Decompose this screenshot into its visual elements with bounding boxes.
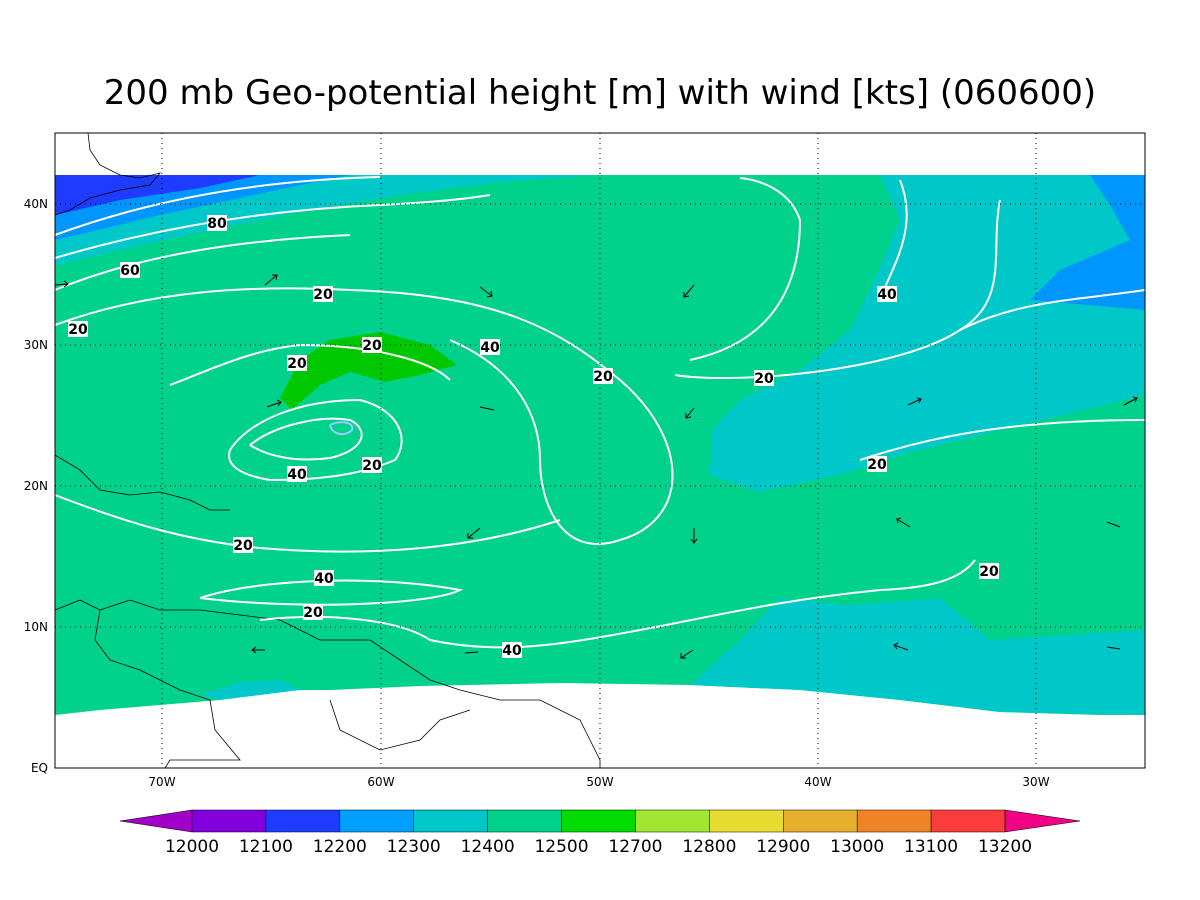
- lon-label: 50W: [586, 775, 613, 789]
- colorbar-box: [635, 809, 710, 833]
- contour-label-box: [68, 321, 88, 337]
- contour-label: 20: [303, 605, 323, 621]
- lat-labels: EQ 10N 20N 30N 40N: [24, 197, 48, 775]
- colorbar-box: [339, 809, 414, 833]
- contour-label: 20: [867, 457, 887, 473]
- colorbar-label: 12500: [534, 837, 588, 857]
- lon-label: 60W: [367, 775, 394, 789]
- colorbar-label: 12100: [239, 837, 293, 857]
- colorbar-label: 12200: [313, 837, 367, 857]
- contour-label-box: [979, 563, 999, 579]
- map-frame: [54, 132, 1146, 769]
- contour-label: 40: [877, 287, 897, 303]
- contour-label: 20: [362, 338, 382, 354]
- contour-label-box: [502, 642, 522, 658]
- contours: [54, 176, 1146, 649]
- colorbar-box: [413, 809, 488, 833]
- contour-label-box: [877, 286, 897, 302]
- title: 200 mb Geo-potential height [m] with win…: [104, 73, 1096, 113]
- lat-label: EQ: [31, 761, 48, 775]
- contour-label-box: [362, 457, 382, 473]
- contour-label-box: [593, 368, 613, 384]
- colorbar-label: 12000: [165, 837, 219, 857]
- colorbar: 12000 12100 12200 12300 12400 12500 12700 12800…: [119, 809, 1081, 857]
- contour-label-box: [303, 604, 323, 620]
- contour-label: 20: [313, 287, 333, 303]
- contour-label: 20: [979, 564, 999, 580]
- contour-label: 20: [287, 356, 307, 372]
- colorbar-box: [265, 809, 341, 833]
- colorbar-label: 12900: [756, 837, 810, 857]
- contour-label: 40: [502, 643, 522, 659]
- contour-label: 40: [480, 340, 500, 356]
- contour-label: 60: [120, 263, 140, 279]
- colorbar-label: 13200: [978, 837, 1032, 857]
- contour-label-box: [362, 337, 382, 353]
- colorbar-box: [930, 809, 1006, 833]
- contour-label: 20: [233, 538, 253, 554]
- contour-label-box: [313, 286, 333, 302]
- lat-label: 30N: [24, 338, 48, 352]
- lon-labels: 70W 60W 50W 40W 30W: [148, 775, 1049, 789]
- contour-label-box: [754, 370, 774, 386]
- contour-label: 20: [754, 371, 774, 387]
- contour-label: 20: [362, 458, 382, 474]
- coastlines: [54, 132, 601, 769]
- lat-label: 10N: [24, 620, 48, 634]
- contour-label-box: [233, 537, 253, 553]
- contour-label-box: [287, 355, 307, 371]
- contour-label-box: [480, 339, 500, 355]
- colorbar-label: 12800: [682, 837, 736, 857]
- wind-arrows: [54, 274, 1138, 659]
- colorbar-label: 12700: [608, 837, 662, 857]
- colorbar-box: [191, 809, 267, 833]
- contour-label: 20: [68, 322, 88, 338]
- graticule: [55, 133, 1145, 768]
- colorbar-label: 13100: [904, 837, 958, 857]
- contour-labels: 80 60 20 20 20 20 40 40 20 20 20 20 40 40 20 20 40 20: [68, 215, 999, 659]
- contour-label-box: [207, 215, 227, 231]
- colorbar-box: [783, 809, 858, 833]
- colorbar-label: 12300: [387, 837, 441, 857]
- contour-label-box: [120, 262, 140, 278]
- contour-label: 40: [287, 467, 307, 483]
- lat-label: 40N: [24, 197, 48, 211]
- colorbar-high-triangle: [1004, 809, 1081, 833]
- contour-label: 40: [314, 571, 334, 587]
- lon-label: 40W: [804, 775, 831, 789]
- lat-label: 20N: [24, 479, 48, 493]
- colorbar-low-triangle: [119, 809, 193, 833]
- contour-label: 20: [593, 369, 613, 385]
- colorbar-box: [856, 809, 932, 833]
- contour-label-box: [287, 466, 307, 482]
- colorbar-box: [561, 809, 636, 833]
- contour-label-box: [314, 570, 334, 586]
- colorbar-label: 13000: [830, 837, 884, 857]
- contour-label: 80: [207, 216, 227, 232]
- colorbar-box: [709, 809, 784, 833]
- lon-label: 70W: [148, 775, 175, 789]
- colorbar-box: [487, 809, 562, 833]
- contour-label-box: [867, 456, 887, 472]
- colorbar-label: 12400: [461, 837, 515, 857]
- lon-label: 30W: [1022, 775, 1049, 789]
